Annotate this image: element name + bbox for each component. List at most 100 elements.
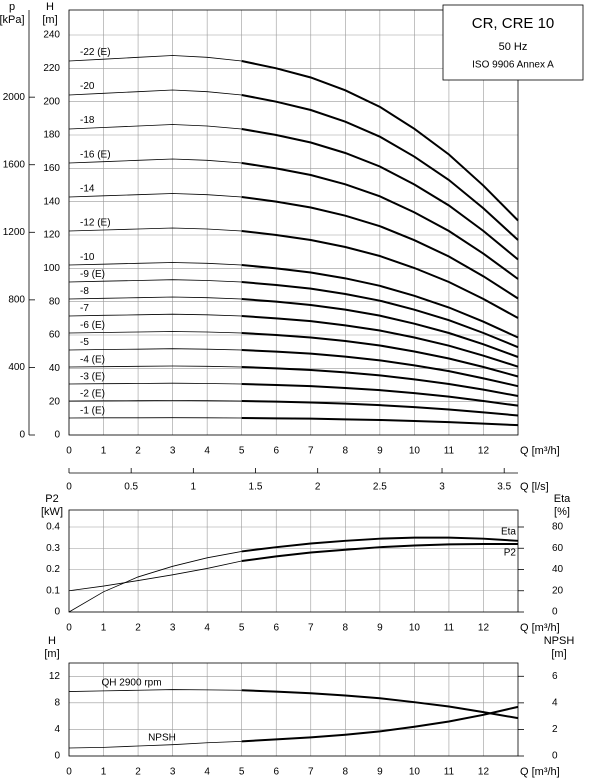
series-label: -9 (E) <box>80 269 105 280</box>
y2-tick-label: 20 <box>552 585 564 596</box>
chart-panel: 0 1 2 3 4 5 6 7 8 9 10 11 12 Q [m³/h]00.10.20.30.4020… <box>41 493 571 634</box>
x-tick-label: 12 <box>478 623 490 634</box>
y-tick-label: 4 <box>54 724 60 735</box>
y-axis-unit: [m] <box>44 648 59 660</box>
x-tick-label: 7 <box>308 623 314 634</box>
x-tick-label: 0 <box>66 446 72 457</box>
plot-frame <box>68 9 519 436</box>
x-tick-label: 11 <box>444 623 455 634</box>
x2-tick-label: 0 <box>66 482 72 493</box>
x-tick-label: 3 <box>170 446 176 457</box>
series-label: -16 (E) <box>80 149 111 160</box>
x-tick-label: 5 <box>239 623 245 634</box>
x-tick-label: 7 <box>308 446 314 457</box>
x-tick-label: 10 <box>409 767 421 778</box>
curve-thin <box>68 400 242 402</box>
x-tick-label: 1 <box>101 623 107 634</box>
curve-thin <box>68 55 242 62</box>
y-axis-unit: [m] <box>42 14 57 26</box>
curve-thin <box>68 227 242 232</box>
curve-thick <box>241 543 518 562</box>
series-label: -10 <box>80 252 95 263</box>
curve-thin <box>68 313 242 317</box>
series-label: -18 <box>80 115 95 126</box>
plot-frame <box>68 509 519 613</box>
y2-axis-unit: [kPa] <box>0 14 25 26</box>
x-tick-label: 12 <box>478 767 490 778</box>
y-tick-label: 200 <box>43 96 60 107</box>
x-tick-label: 0 <box>66 767 72 778</box>
curve-thick <box>241 705 519 743</box>
y2-tick-label: 400 <box>8 362 25 373</box>
annotation: ISO 9906 Annex A <box>472 60 554 71</box>
x2-tick-label: 2.5 <box>373 482 387 493</box>
x-tick-label: 1 <box>101 446 107 457</box>
curve-thick <box>241 536 519 553</box>
series-label: -5 <box>80 337 89 348</box>
y-tick-label: 180 <box>43 130 60 141</box>
series-label: NPSH <box>148 733 176 744</box>
y2-tick-label: 0 <box>19 430 25 441</box>
curve-thick <box>241 94 519 241</box>
y-tick-label: 0.4 <box>46 522 60 533</box>
curve-thin <box>68 560 242 592</box>
series-label: Eta <box>501 526 516 537</box>
charts: 0 1 2 3 4 5 6 7 8 9 10 11 12 Q [m³/h]0204060801001201… <box>0 1 574 778</box>
y-tick-label: 60 <box>49 330 61 341</box>
curve-thin <box>68 89 242 96</box>
y2-axis-title: Eta <box>554 493 571 505</box>
y2-tick-label: 60 <box>552 543 564 554</box>
x2-tick-label: 3 <box>439 482 445 493</box>
curve-thin <box>68 331 242 334</box>
x-tick-label: 8 <box>343 767 349 778</box>
x-tick-label: 7 <box>308 767 314 778</box>
series-label: QH 2900 rpm <box>102 678 162 689</box>
y2-tick-label: 1200 <box>3 227 26 238</box>
curve-thin <box>68 365 242 368</box>
x-tick-label: 5 <box>239 446 245 457</box>
x-tick-label: 9 <box>377 623 383 634</box>
y-tick-label: 160 <box>43 163 60 174</box>
x-tick-label: 5 <box>239 767 245 778</box>
curve-thick <box>241 689 519 720</box>
curve-thick <box>241 230 519 319</box>
series-label: -2 (E) <box>80 388 105 399</box>
info-frame <box>442 4 584 81</box>
curve-thin <box>68 689 242 692</box>
y2-tick-label: 80 <box>552 522 564 533</box>
x-tick-label: 1 <box>101 767 107 778</box>
y2-axis-unit: [%] <box>554 506 570 518</box>
series-label: -14 <box>80 183 95 194</box>
plot-frame <box>68 662 519 757</box>
series-label: -12 (E) <box>80 218 111 229</box>
x-tick-label: 9 <box>377 446 383 457</box>
x-tick-label: 11 <box>444 767 455 778</box>
series-label: -3 (E) <box>80 371 105 382</box>
y-tick-label: 120 <box>43 230 60 241</box>
y-tick-label: 100 <box>43 263 60 274</box>
x-tick-label: 8 <box>343 446 349 457</box>
y-tick-label: 12 <box>49 671 61 682</box>
y2-tick-label: 0 <box>552 607 558 618</box>
x-tick-label: 10 <box>409 446 421 457</box>
series-label: -4 (E) <box>80 354 105 365</box>
x-tick-label: 2 <box>135 767 141 778</box>
series-label: -22 (E) <box>80 47 111 58</box>
curve-thick <box>241 332 519 378</box>
x-axis-title: Q [m³/h] <box>520 766 560 778</box>
curve-thin <box>68 551 242 613</box>
y-tick-label: 20 <box>49 396 61 407</box>
y-tick-label: 0 <box>54 430 60 441</box>
curve-thin <box>68 262 242 266</box>
curve-thin <box>68 193 242 198</box>
y-tick-label: 240 <box>43 30 60 41</box>
series-label: -20 <box>80 81 95 92</box>
curve-thick <box>241 383 519 407</box>
curve-thick <box>241 264 519 339</box>
series-label: -6 (E) <box>80 320 105 331</box>
x-tick-label: 6 <box>273 623 279 634</box>
curve-thin <box>68 124 242 130</box>
x-tick-label: 6 <box>273 767 279 778</box>
x-tick-label: 2 <box>135 623 141 634</box>
chart-panel: 0 1 2 3 4 5 6 7 8 9 10 11 12 Q [m³/h]048120246H[m]NPS… <box>44 635 574 778</box>
